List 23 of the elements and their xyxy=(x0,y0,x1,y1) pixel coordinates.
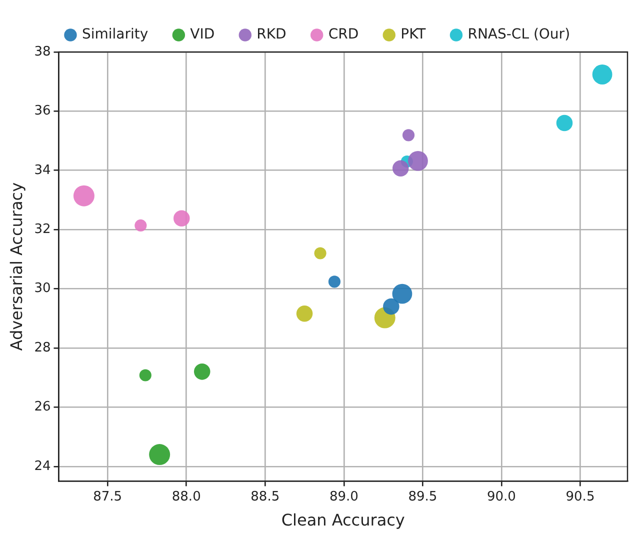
x-tick-label: 89.0 xyxy=(329,489,358,504)
x-tick-label: 88.5 xyxy=(250,489,280,504)
x-tick-label: 87.5 xyxy=(93,489,122,504)
x-tick-label: 89.5 xyxy=(408,489,438,504)
x-tick-label: 90.0 xyxy=(486,489,516,504)
y-tick-label: 34 xyxy=(34,162,51,178)
y-tick-label: 38 xyxy=(34,44,51,60)
y-tick-label: 36 xyxy=(34,104,51,119)
x-tick-label: 90.5 xyxy=(566,489,595,504)
legend-label: RKD xyxy=(256,26,286,43)
y-tick-label: 30 xyxy=(34,281,51,296)
legend-label: CRD xyxy=(328,26,359,43)
legend-label: VID xyxy=(190,26,215,43)
legend-label: Similarity xyxy=(82,26,148,43)
x-axis-title: Clean Accuracy xyxy=(281,510,405,530)
x-tick-label: 88.0 xyxy=(172,489,201,504)
y-tick-label: 24 xyxy=(34,458,51,474)
legend-label: PKT xyxy=(400,26,426,43)
y-tick-label: 32 xyxy=(34,222,51,237)
legend-label: RNAS-CL (Our) xyxy=(468,26,570,43)
y-axis-title: Adversarial Accuracy xyxy=(6,182,26,351)
y-tick-label: 28 xyxy=(34,340,51,356)
y-tick-label: 26 xyxy=(34,400,51,415)
